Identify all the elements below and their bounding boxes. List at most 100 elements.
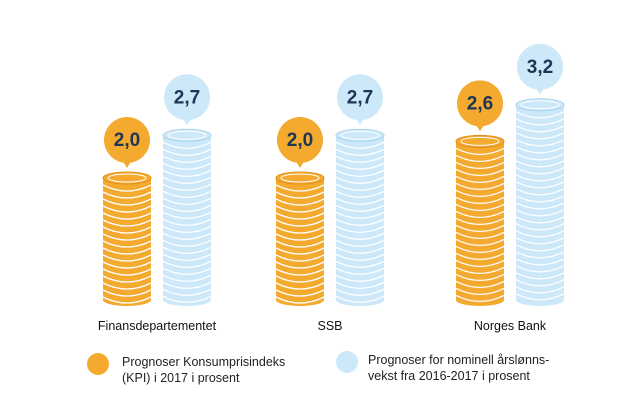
coin-edge (335, 148, 385, 156)
coin-edge (335, 288, 385, 296)
coin-edge (515, 265, 565, 273)
coin-edge (515, 181, 565, 189)
coin-edge (515, 153, 565, 161)
coin-edge (335, 267, 385, 275)
coin-edge (515, 223, 565, 231)
coin-edge (162, 246, 212, 254)
coin-edge (335, 295, 385, 303)
coin-edge (515, 160, 565, 168)
coin-edge (162, 183, 212, 191)
data-label: 2,0 (114, 130, 140, 151)
coin-edge (455, 287, 505, 296)
coin-edge (455, 168, 505, 177)
coin-edge (335, 162, 385, 170)
coin-edge (515, 139, 565, 147)
coin-edge (335, 211, 385, 219)
coin-edge (162, 169, 212, 177)
coin-edge (275, 296, 325, 304)
coin-edge (335, 274, 385, 282)
coin-edge (515, 230, 565, 238)
stack-top-inner (460, 136, 500, 146)
coin-edge (335, 197, 385, 205)
coin-edge (275, 254, 325, 262)
coin-edge (515, 272, 565, 280)
coin-edge (515, 244, 565, 252)
coin-edge (335, 169, 385, 177)
coin-edge (515, 237, 565, 245)
coin-edge (455, 217, 505, 226)
data-label: 2,7 (347, 87, 373, 108)
coin-edge (335, 232, 385, 240)
coin-edge (162, 176, 212, 184)
coin-edge (275, 261, 325, 269)
coin-edge (275, 212, 325, 220)
data-label: 2,6 (467, 93, 493, 114)
coin-edge (102, 219, 152, 227)
coin-edge (335, 141, 385, 149)
coin-edge (515, 146, 565, 154)
coin-edge (455, 161, 505, 170)
coin-edge (162, 232, 212, 240)
coin-edge (515, 209, 565, 217)
stack-bottom (103, 294, 151, 306)
stack-bottom (276, 294, 324, 306)
coin-edge (162, 274, 212, 282)
coin-edge (335, 204, 385, 212)
coin-edge (455, 252, 505, 261)
category-label: Finansdepartementet (98, 319, 217, 333)
bubble (457, 80, 503, 127)
data-label: 2,7 (174, 87, 200, 108)
coin-edge (515, 174, 565, 182)
coin-edge (162, 204, 212, 212)
coin-edge (275, 247, 325, 255)
coin-edge (102, 233, 152, 241)
coin-edge (102, 296, 152, 304)
stack-bottom (163, 294, 211, 306)
coin-edge (162, 253, 212, 261)
legend-label: Prognoser Konsumprisindeks (KPI) i 2017 … (122, 355, 286, 385)
coin-edge (335, 183, 385, 191)
coin-edge (102, 205, 152, 213)
coin-edge (515, 118, 565, 126)
coin-edge (455, 154, 505, 163)
coin-edge (455, 259, 505, 268)
coin-stack (102, 171, 152, 306)
coin-edge (275, 219, 325, 227)
coin-edge (515, 125, 565, 133)
stack-top-inner (520, 100, 560, 110)
coin-edge (162, 190, 212, 198)
coin-edge (162, 141, 212, 149)
coin-edge (275, 289, 325, 297)
category-label: SSB (317, 319, 342, 333)
coin-edge (335, 155, 385, 163)
coin-stack (162, 128, 212, 306)
coin-edge (335, 239, 385, 247)
coin-edge (515, 188, 565, 196)
legend-swatch (87, 353, 109, 375)
coin-edge (455, 175, 505, 184)
coin-edge (102, 198, 152, 206)
coin-edge (515, 293, 565, 301)
coin-edge (102, 261, 152, 269)
coin-edge (275, 240, 325, 248)
coin-edge (335, 246, 385, 254)
bubble (517, 43, 563, 90)
coin-edge (102, 191, 152, 199)
coin-edge (162, 239, 212, 247)
coin-edge (515, 202, 565, 210)
coin-edge (515, 279, 565, 287)
coin-edge (275, 282, 325, 290)
coin-edge (102, 268, 152, 276)
coin-edge (515, 167, 565, 175)
coin-edge (162, 155, 212, 163)
coin-edge (102, 282, 152, 290)
coin-edge (515, 132, 565, 140)
stack-top-inner (340, 130, 380, 140)
coin-edge (335, 218, 385, 226)
coin-edge (515, 286, 565, 294)
coin-edge (335, 190, 385, 198)
coin-edge (515, 195, 565, 203)
coin-edge (335, 225, 385, 233)
